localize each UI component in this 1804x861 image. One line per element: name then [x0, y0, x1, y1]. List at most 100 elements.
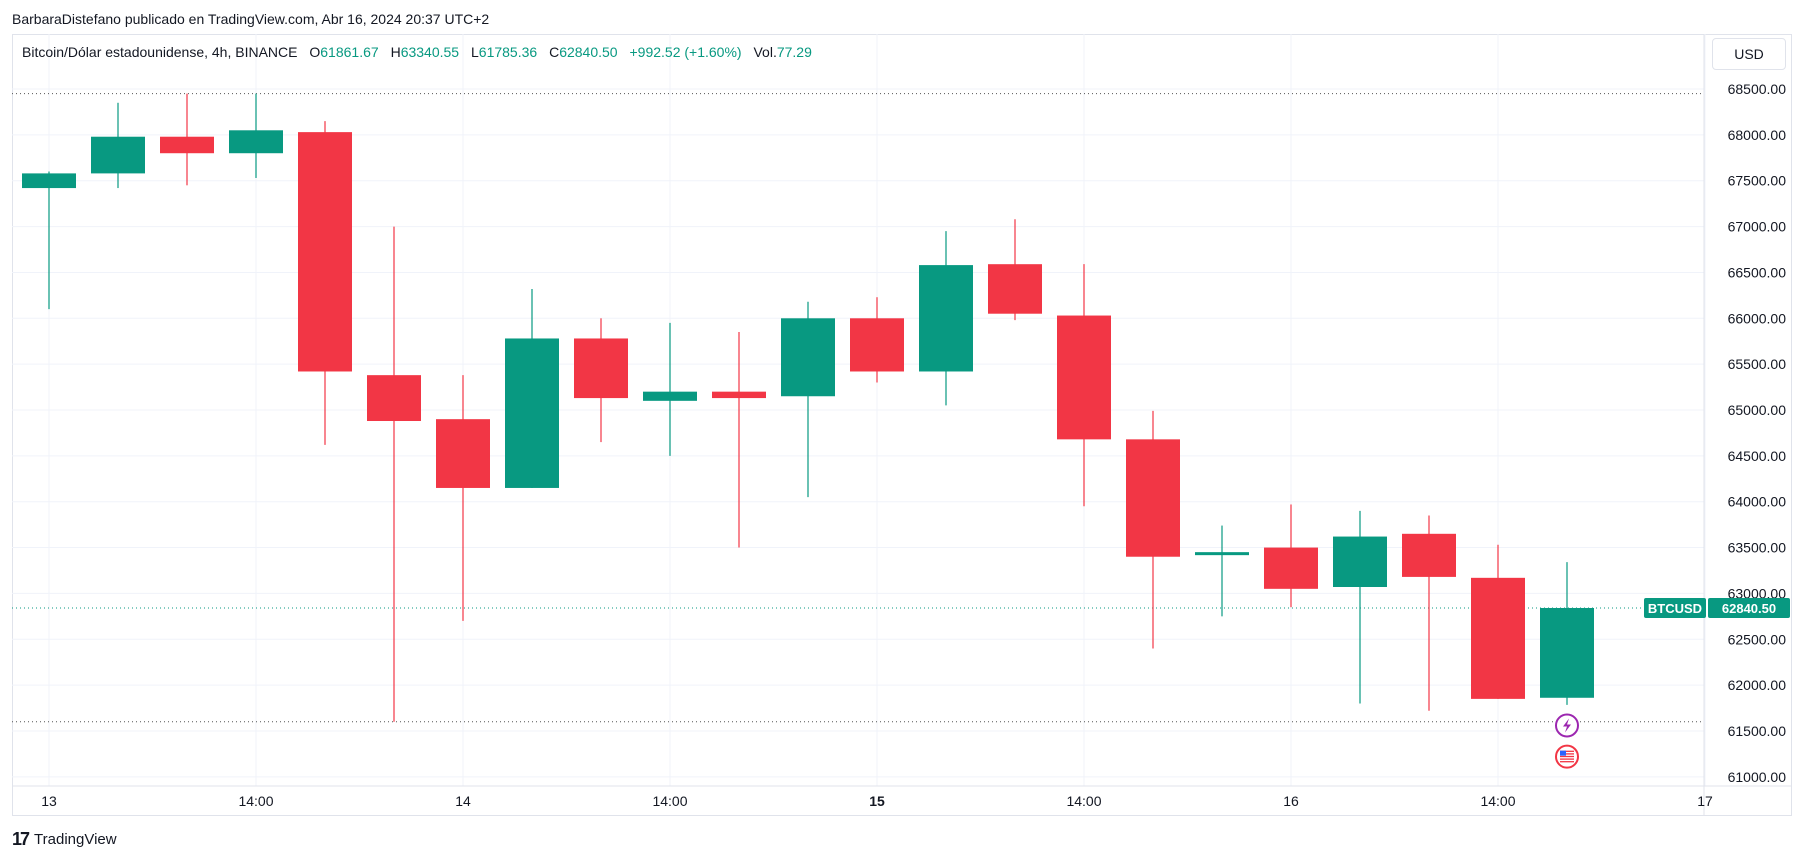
- candle: [436, 375, 490, 621]
- candle-body: [91, 136, 145, 174]
- high-label: H: [390, 44, 401, 60]
- flag-canton: [1560, 750, 1566, 756]
- price-tag-bg: [1708, 598, 1790, 619]
- tradingview-logo-icon: 17: [12, 829, 30, 849]
- candle: [1333, 510, 1387, 704]
- candle-body: [712, 391, 766, 399]
- symbol-tag-text: BTCUSD: [1648, 601, 1702, 616]
- last-price-value-tag: 62840.50: [1708, 598, 1790, 619]
- y-tick-label: 65500.00: [1728, 356, 1787, 372]
- brand-name: TradingView: [34, 831, 117, 848]
- candle-body: [367, 375, 421, 422]
- candle: [505, 288, 559, 488]
- candle: [712, 332, 766, 548]
- change-value: +992.52 (+1.60%): [629, 44, 742, 60]
- candle: [91, 102, 145, 189]
- currency-button[interactable]: USD: [1712, 38, 1786, 70]
- candle-body: [298, 132, 352, 372]
- y-tick-label: 67500.00: [1728, 173, 1787, 189]
- symbol-title: Bitcoin/Dólar estadounidense, 4h, BINANC…: [22, 44, 298, 60]
- flag-stripe: [1560, 750, 1574, 752]
- candle: [160, 93, 214, 186]
- y-tick-label: 63000.00: [1728, 585, 1787, 601]
- symbol-tag-bg: [1644, 598, 1706, 619]
- last-price-label: BTCUSD 62840.50: [1644, 598, 1790, 619]
- tradingview-logo[interactable]: 17 TradingView: [12, 829, 117, 850]
- candle-body: [505, 338, 559, 488]
- candle: [1402, 515, 1456, 711]
- x-tick-label: 14:00: [1066, 793, 1101, 809]
- candle: [574, 318, 628, 443]
- y-tick-label: 61000.00: [1728, 769, 1787, 785]
- flag-stripe: [1560, 755, 1574, 758]
- candle-body: [1057, 315, 1111, 440]
- x-tick-label: 13: [41, 793, 57, 809]
- x-tick-label: 14:00: [238, 793, 273, 809]
- price-axis: 68500.00 68000.00 67500.00 67000.00 66500.00…: [1728, 81, 1787, 785]
- flag-stripe: [1560, 761, 1574, 763]
- candle-body: [574, 338, 628, 399]
- event-markers: [1555, 713, 1579, 769]
- candle-body: [1540, 607, 1594, 698]
- candle: [643, 322, 697, 456]
- candle: [781, 301, 835, 498]
- y-tick-label: 65000.00: [1728, 402, 1787, 418]
- candle: [919, 231, 973, 406]
- candle-body: [919, 265, 973, 372]
- open-label: O: [309, 44, 321, 60]
- x-tick-label: 15: [869, 793, 885, 809]
- y-tick-label: 64000.00: [1728, 494, 1787, 510]
- last-price-symbol-tag: BTCUSD: [1644, 598, 1706, 619]
- candle: [1264, 504, 1318, 608]
- candle: [1471, 544, 1525, 699]
- low-label: L: [470, 44, 479, 60]
- publisher-line: BarbaraDistefano publicado en TradingVie…: [12, 11, 490, 27]
- candle: [22, 171, 76, 310]
- candle-body: [160, 136, 214, 154]
- y-tick-label: 61500.00: [1728, 723, 1787, 739]
- lightning-icon: [1555, 713, 1579, 738]
- volume-value: 77.29: [776, 44, 812, 60]
- candle-body: [1333, 536, 1387, 587]
- y-tick-label: 62000.00: [1728, 677, 1787, 693]
- flag-stripe: [1560, 758, 1574, 760]
- y-tick-label: 62500.00: [1728, 631, 1787, 647]
- volume-label: Vol.: [753, 44, 777, 60]
- high-value: 63340.55: [400, 44, 460, 60]
- candle-body: [643, 391, 697, 401]
- candle: [1126, 410, 1180, 649]
- price-tag-text: 62840.50: [1722, 601, 1776, 616]
- x-tick-label: 14:00: [1480, 793, 1515, 809]
- y-tick-label: 68500.00: [1728, 81, 1787, 97]
- x-tick-label: 14: [455, 793, 471, 809]
- candle-body: [781, 318, 835, 397]
- candle-body: [436, 419, 490, 488]
- time-axis: 13 14:00 14 14:00 15 14:00 16 14:00 17: [41, 793, 1713, 809]
- y-tick-label: 67000.00: [1728, 219, 1787, 235]
- y-tick-label: 66500.00: [1728, 264, 1787, 280]
- y-tick-label: 64500.00: [1728, 448, 1787, 464]
- candle-body: [1471, 577, 1525, 699]
- x-tick-label: 17: [1697, 793, 1713, 809]
- y-tick-label: 68000.00: [1728, 127, 1787, 143]
- flag-stripe: [1560, 753, 1574, 755]
- candle: [988, 219, 1042, 321]
- us-flag-icon: [1555, 744, 1579, 769]
- candle-body: [22, 173, 76, 189]
- lightning-glyph: [1563, 718, 1571, 733]
- candle-body: [1195, 552, 1249, 556]
- candle-body: [1126, 439, 1180, 557]
- candles: [22, 93, 1594, 722]
- candle: [367, 226, 421, 722]
- open-value: 61861.67: [320, 44, 379, 60]
- candle: [1540, 562, 1594, 705]
- candle-body: [1402, 533, 1456, 577]
- close-label: C: [549, 44, 560, 60]
- y-tick-label: 66000.00: [1728, 310, 1787, 326]
- candle-body: [1264, 547, 1318, 589]
- close-value: 62840.50: [559, 44, 618, 60]
- candle: [298, 121, 352, 445]
- y-tick-label: 63500.00: [1728, 540, 1787, 556]
- candle: [850, 297, 904, 383]
